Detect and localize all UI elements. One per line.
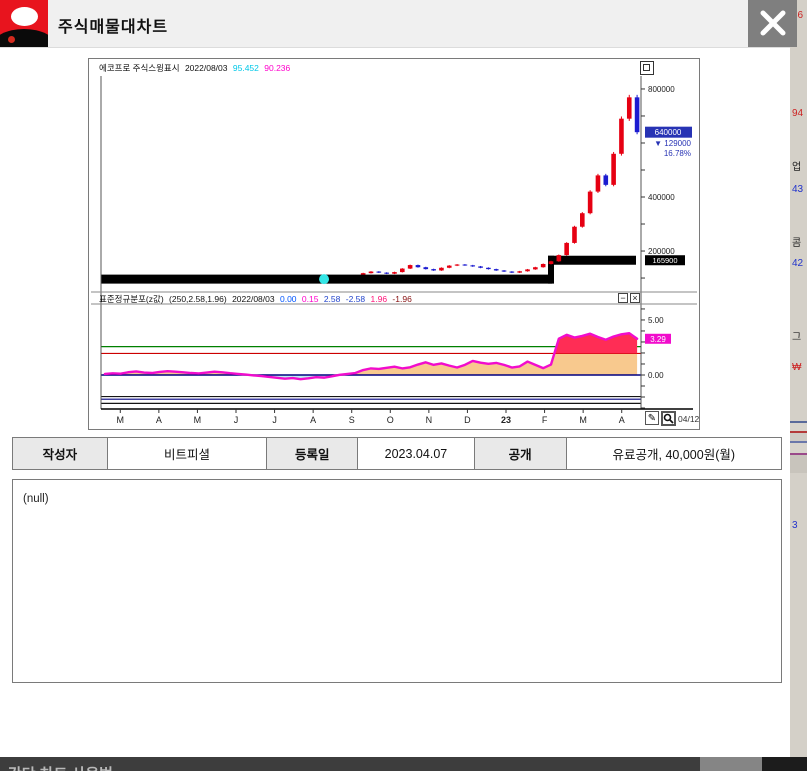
svg-text:23: 23 [501, 415, 511, 425]
svg-text:16.78%: 16.78% [664, 149, 691, 158]
background-fragment: 43 [792, 184, 804, 195]
magnifier-icon [663, 413, 674, 424]
indicator-date: 2022/08/03 [232, 294, 275, 304]
indicator-v5: 1.96 [370, 294, 388, 304]
app-logo-icon [0, 0, 48, 47]
svg-text:F: F [542, 415, 548, 425]
pen-icon: ✎ [647, 412, 657, 424]
indicator-v4: -2.58 [345, 294, 366, 304]
svg-text:A: A [619, 415, 625, 425]
background-fragment: 94 [792, 108, 804, 119]
svg-text:▼ 129000: ▼ 129000 [654, 139, 691, 148]
info-table: 작성자 비트피셜 등록일 2023.04.07 공개 유료공개, 40,000원… [12, 437, 782, 470]
bottom-bar-text: 간단 차트 사용법 [8, 763, 113, 771]
symbol-name: 에코프로 주식스윙표시 [99, 63, 180, 73]
background-fragment: 3 [792, 520, 798, 531]
visibility-value: 유료공개, 40,000원(월) [566, 438, 781, 469]
indicator-v3: 2.58 [323, 294, 341, 304]
zoom-tool-button[interactable] [661, 411, 676, 426]
svg-text:J: J [272, 415, 277, 425]
bottom-bar-segment [700, 757, 762, 771]
svg-text:5.00: 5.00 [648, 316, 664, 325]
indicator-v1: 0.00 [279, 294, 297, 304]
svg-text:3.29: 3.29 [650, 335, 666, 344]
background-bottom-bar: 간단 차트 사용법 [0, 757, 807, 771]
indicator-name: 표준정규분포(z값) [99, 294, 164, 304]
background-mini-chart [790, 415, 807, 473]
background-fragment: 콤 [792, 238, 802, 249]
stock-chart-widget: 200000 400000 800000 640000 ▼ 129000 16.78% 16… [88, 58, 700, 430]
description-box: (null) [12, 479, 782, 683]
svg-text:S: S [349, 415, 355, 425]
svg-text:640000: 640000 [655, 128, 682, 137]
dialog-titlebar [0, 0, 790, 48]
ma-slow-value: 90.236 [264, 63, 291, 73]
svg-text:M: M [579, 415, 587, 425]
logo-oval [11, 7, 38, 26]
date-label: 등록일 [267, 438, 359, 469]
svg-text:M: M [117, 415, 125, 425]
svg-text:165900: 165900 [652, 256, 677, 265]
x-close-icon [760, 10, 786, 36]
chart-restore-icon[interactable] [640, 61, 654, 75]
background-fragment: 36 [792, 10, 804, 21]
indicator-title: 표준정규분포(z값) (250,2.58,1.96) 2022/08/03 0.… [99, 293, 415, 305]
svg-text:J: J [234, 415, 239, 425]
author-label: 작성자 [13, 438, 108, 469]
ma-fast-value: 95.452 [232, 63, 259, 73]
pen-tool-button[interactable]: ✎ [645, 411, 659, 425]
indicator-v2: 0.15 [301, 294, 319, 304]
dialog-title: 주식매물대차트 [58, 19, 169, 36]
svg-text:A: A [310, 415, 316, 425]
visibility-label: 공개 [474, 438, 567, 469]
svg-text:800000: 800000 [648, 85, 675, 94]
indicator-params: (250,2.58,1.96) [169, 294, 227, 304]
indicator-close-button[interactable]: × [630, 293, 640, 303]
background-fragment: 업 [792, 162, 802, 173]
main-chart-title: 에코프로 주식스윙표시 2022/08/03 95.452 90.236 [99, 62, 293, 74]
svg-text:A: A [156, 415, 162, 425]
svg-text:400000: 400000 [648, 193, 675, 202]
logo-dot [8, 36, 15, 43]
svg-text:200000: 200000 [648, 247, 675, 256]
svg-text:N: N [426, 415, 433, 425]
bottom-bar-corner [762, 757, 807, 771]
chart-date: 2022/08/03 [184, 63, 228, 73]
date-value: 2023.04.07 [358, 438, 475, 469]
svg-text:D: D [464, 415, 471, 425]
page-indicator: 04/12 [678, 414, 700, 424]
description-text: (null) [23, 493, 49, 505]
indicator-minimize-button[interactable]: − [618, 293, 628, 303]
svg-text:O: O [387, 415, 394, 425]
author-value: 비트피셜 [107, 438, 268, 469]
background-fragment: 42 [792, 258, 804, 269]
svg-text:0.00: 0.00 [648, 371, 664, 380]
indicator-v6: -1.96 [392, 294, 412, 304]
background-fragment: 그 [792, 332, 802, 343]
close-button[interactable] [748, 0, 797, 47]
background-window-strip: 36 94 업 43 콤 42 그 ₩3 [790, 0, 807, 771]
svg-text:M: M [194, 415, 202, 425]
background-fragment: ₩ [792, 362, 802, 373]
